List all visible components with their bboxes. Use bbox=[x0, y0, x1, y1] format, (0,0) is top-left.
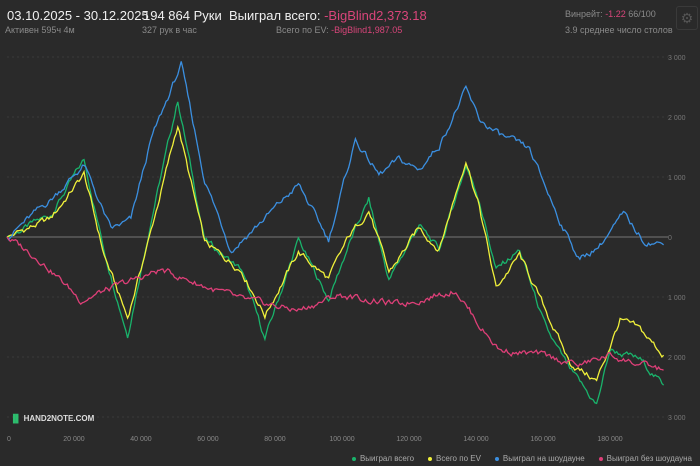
ev-label: Всего по EV: bbox=[276, 25, 329, 35]
x-tick-label: 0 bbox=[7, 436, 11, 443]
y-tick-label: 1 000 bbox=[668, 295, 686, 302]
ev-value: -BigBlind1,987.05 bbox=[331, 25, 403, 35]
y-tick-label: 2 000 bbox=[668, 355, 686, 362]
gear-icon[interactable]: ⚙ bbox=[676, 6, 698, 30]
legend-dot-icon bbox=[598, 456, 603, 461]
x-tick-label: 140 000 bbox=[463, 436, 488, 443]
legend-dot-icon bbox=[351, 456, 356, 461]
legend-item[interactable]: Всего по EV bbox=[428, 454, 481, 463]
date-range[interactable]: 03.10.2025 - 30.12.2025 bbox=[7, 8, 149, 23]
y-tick-label: 0 bbox=[668, 235, 672, 242]
y-tick-label: 3 000 bbox=[668, 55, 686, 62]
legend-item[interactable]: Выиграл без шоудауна bbox=[598, 454, 692, 463]
series-line bbox=[6, 61, 664, 261]
x-tick-label: 120 000 bbox=[396, 436, 421, 443]
avg-tables: 3.9 среднее число столов bbox=[565, 25, 673, 35]
legend-label: Выиграл всего bbox=[359, 454, 415, 463]
logo-text: HAND2NOTE.COM bbox=[23, 414, 95, 423]
legend-item[interactable]: Выиграл всего bbox=[351, 454, 415, 463]
logo: ▐▌ HAND2NOTE.COM bbox=[10, 414, 95, 423]
won-value: -BigBlind2,373.18 bbox=[324, 8, 427, 23]
legend-label: Выиграл без шоудауна bbox=[606, 454, 692, 463]
x-tick-label: 40 000 bbox=[130, 436, 152, 443]
y-tick-label: 2 000 bbox=[668, 115, 686, 122]
x-tick-label: 160 000 bbox=[530, 436, 555, 443]
legend-label: Всего по EV bbox=[436, 454, 481, 463]
series-line bbox=[6, 101, 665, 405]
won-label: Выиграл всего: bbox=[229, 8, 321, 23]
y-tick-label: 3 000 bbox=[668, 415, 686, 422]
legend-dot-icon bbox=[428, 456, 433, 461]
hands-per-hour: 327 рук в час bbox=[142, 25, 197, 35]
ev-total: Всего по EV: -BigBlind1,987.05 bbox=[276, 25, 402, 35]
winrate-value: -1.22 bbox=[605, 9, 626, 19]
legend-label: Выиграл на шоудауне bbox=[502, 454, 585, 463]
hands-count: 194 864 Руки bbox=[143, 8, 222, 23]
series-line bbox=[6, 236, 664, 371]
legend-dot-icon bbox=[494, 456, 499, 461]
winrate-extra: 66/100 bbox=[628, 9, 656, 19]
series-line bbox=[6, 124, 665, 382]
legend: Выиграл всего Всего по EV Выиграл на шоуда… bbox=[351, 454, 692, 463]
y-tick-label: 1 000 bbox=[668, 175, 686, 182]
x-tick-label: 100 000 bbox=[329, 436, 354, 443]
x-tick-label: 180 000 bbox=[597, 436, 622, 443]
x-tick-label: 20 000 bbox=[63, 436, 85, 443]
won-total: Выиграл всего: -BigBlind2,373.18 bbox=[229, 8, 427, 23]
winrate-label: Винрейт: bbox=[565, 9, 603, 19]
legend-item[interactable]: Выиграл на шоудауне bbox=[494, 454, 585, 463]
winrate: Винрейт: -1.22 66/100 bbox=[565, 9, 656, 19]
x-tick-label: 60 000 bbox=[197, 436, 219, 443]
x-tick-label: 80 000 bbox=[264, 436, 286, 443]
active-time: Активен 595ч 4м bbox=[5, 25, 75, 35]
